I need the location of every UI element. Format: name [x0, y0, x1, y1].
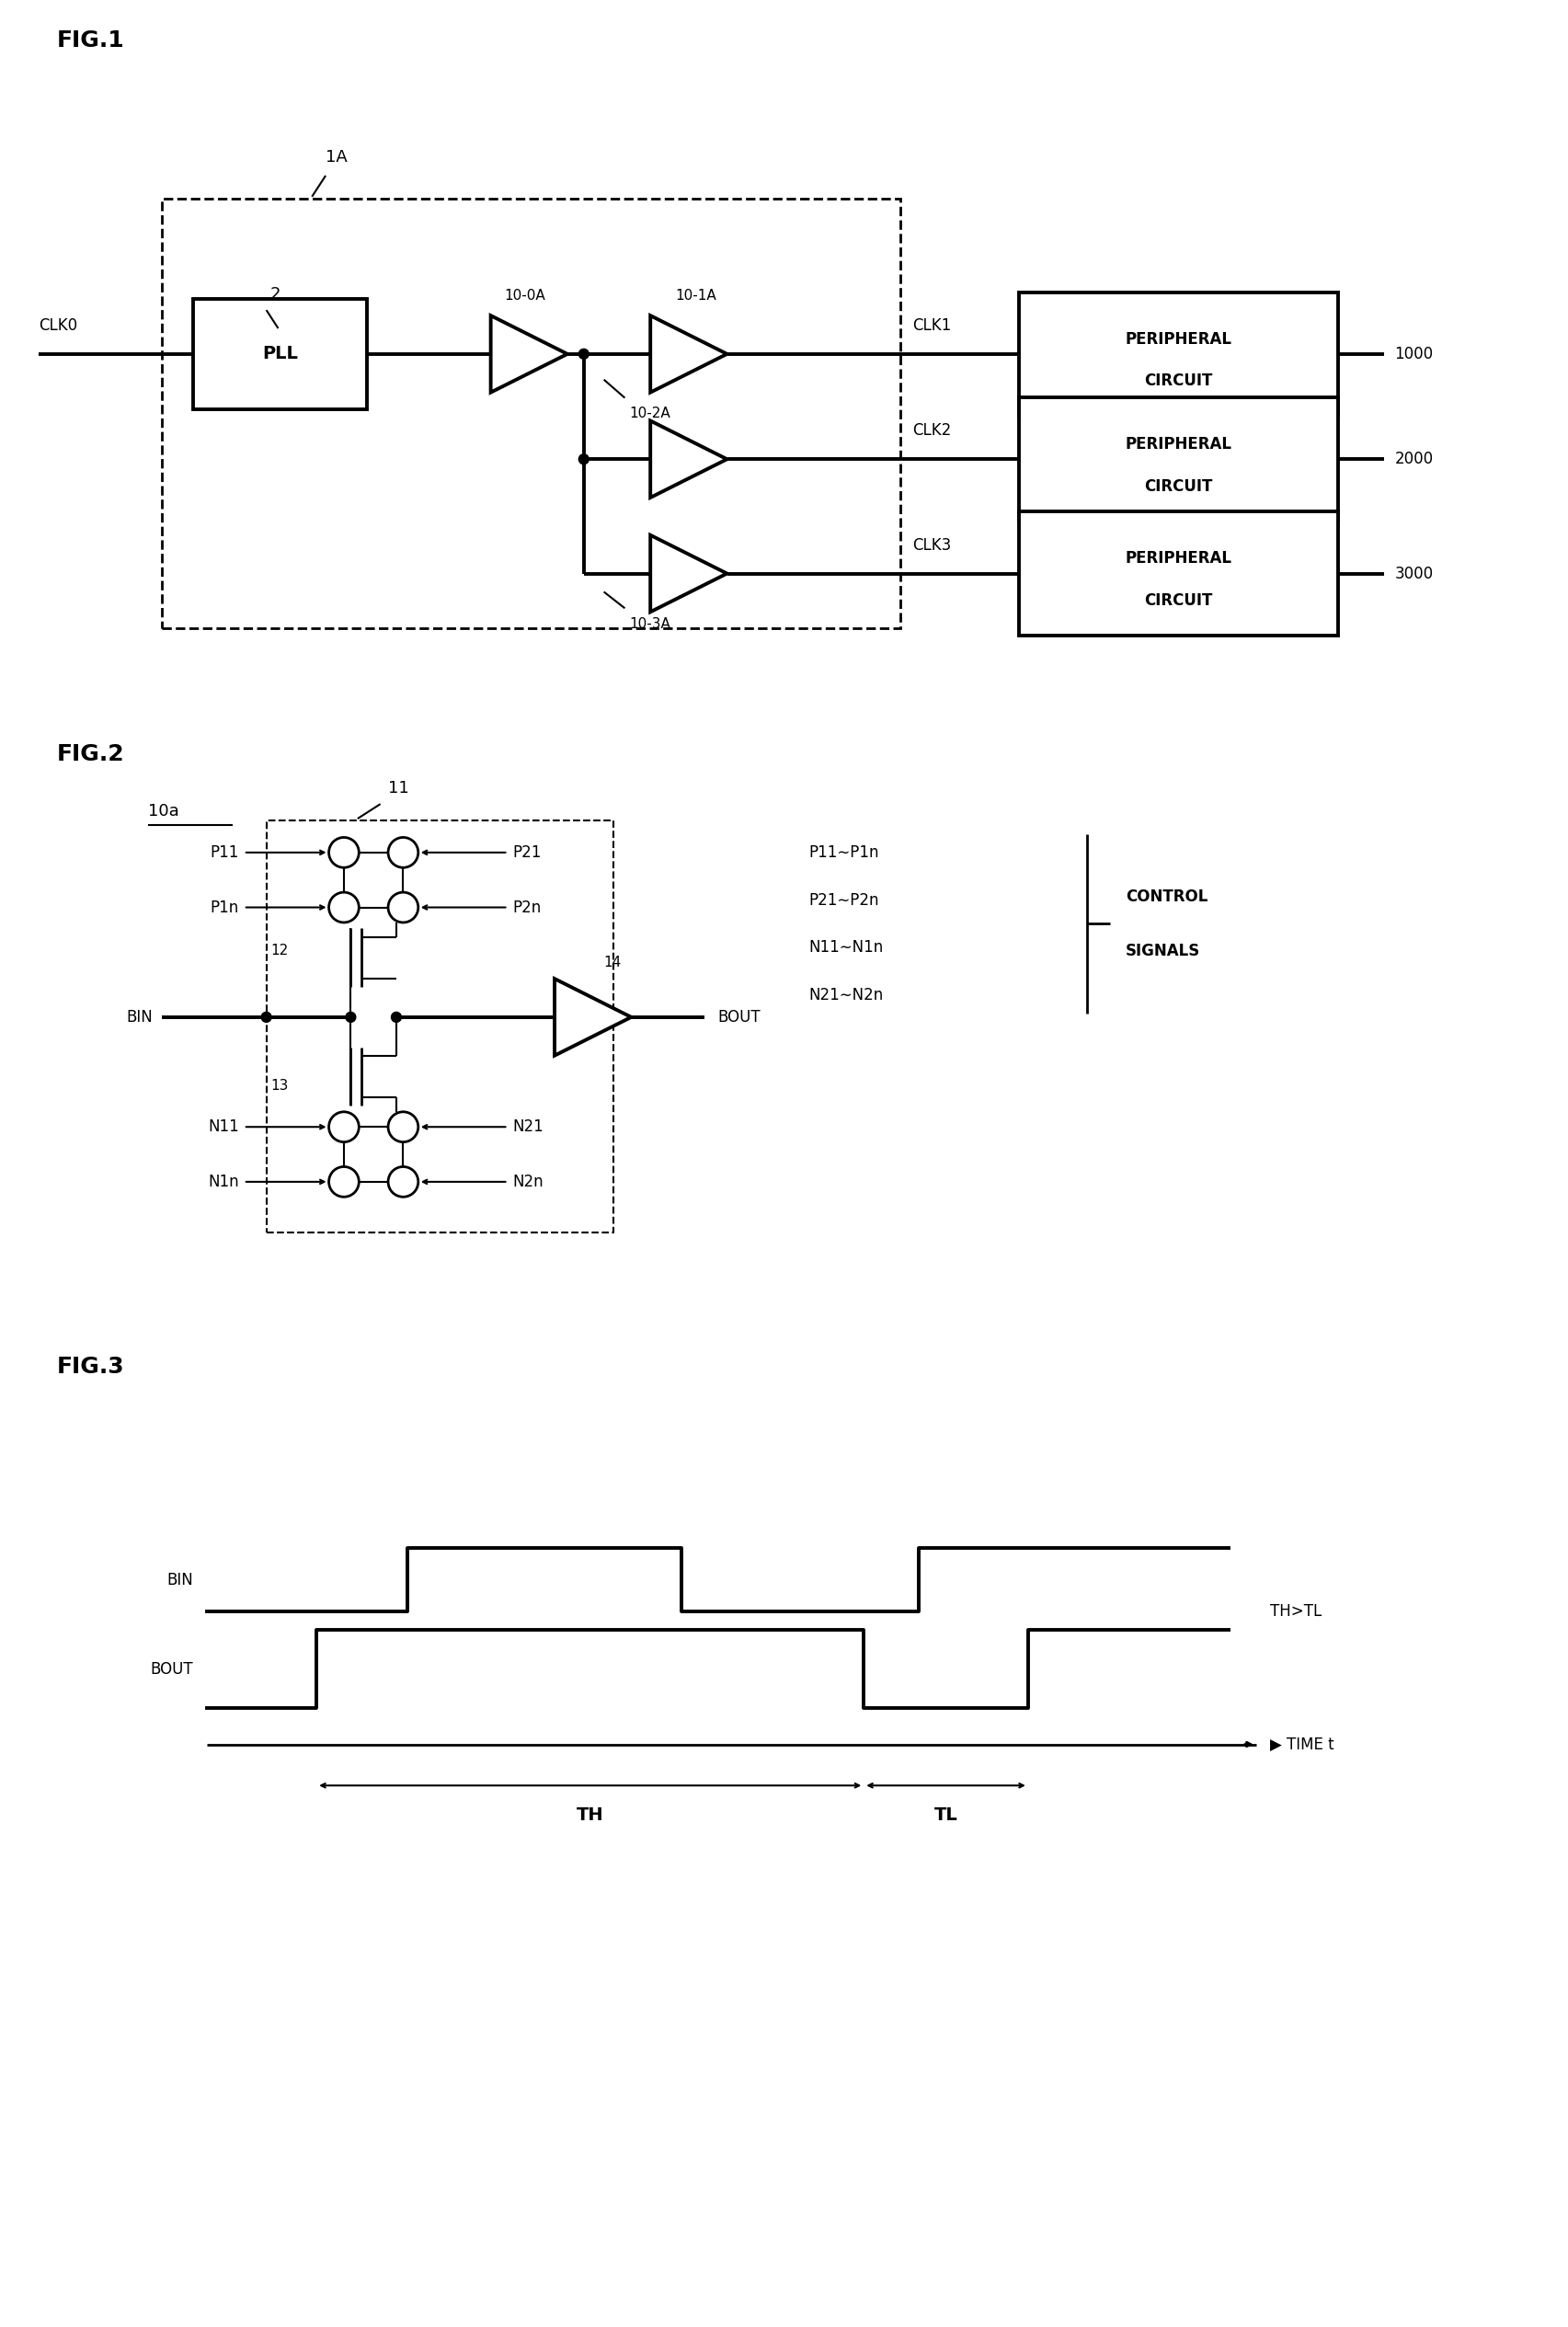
Bar — [1019, 512, 1338, 635]
Text: 10-0A: 10-0A — [505, 289, 546, 303]
Text: PERIPHERAL: PERIPHERAL — [1126, 435, 1232, 454]
Text: CLK0: CLK0 — [38, 316, 77, 333]
Text: TL: TL — [935, 1806, 958, 1824]
Text: ▶ TIME t: ▶ TIME t — [1270, 1736, 1334, 1752]
Text: CONTROL: CONTROL — [1126, 889, 1207, 905]
Text: BOUT: BOUT — [718, 1010, 760, 1026]
Text: TH>TL: TH>TL — [1270, 1603, 1322, 1620]
Text: CIRCUIT: CIRCUIT — [1145, 372, 1212, 389]
Bar — [193, 300, 367, 410]
Text: TH: TH — [577, 1806, 604, 1824]
Text: N1n: N1n — [209, 1173, 238, 1189]
Text: PERIPHERAL: PERIPHERAL — [1126, 330, 1232, 347]
Text: SIGNALS: SIGNALS — [1126, 942, 1201, 959]
Text: BIN: BIN — [125, 1010, 152, 1026]
Text: 1A: 1A — [326, 149, 348, 165]
Text: 10-3A: 10-3A — [629, 617, 671, 631]
Text: N11∼N1n: N11∼N1n — [809, 940, 884, 956]
Text: N2n: N2n — [513, 1173, 544, 1189]
Text: FIG.3: FIG.3 — [56, 1357, 124, 1378]
Polygon shape — [555, 980, 632, 1056]
Text: 11: 11 — [389, 780, 409, 796]
Polygon shape — [651, 316, 728, 393]
Bar — [162, 198, 900, 628]
Polygon shape — [651, 535, 728, 612]
Text: CLK1: CLK1 — [913, 316, 952, 333]
Text: PLL: PLL — [262, 344, 298, 363]
Bar — [1019, 398, 1338, 521]
Text: BOUT: BOUT — [151, 1661, 193, 1678]
Text: P21∼P2n: P21∼P2n — [809, 891, 880, 908]
Text: FIG.1: FIG.1 — [56, 30, 124, 51]
Text: 10a: 10a — [147, 803, 179, 819]
Bar — [267, 821, 613, 1231]
Polygon shape — [491, 316, 568, 393]
Text: CLK3: CLK3 — [913, 538, 952, 554]
Text: P11: P11 — [210, 845, 238, 861]
Circle shape — [392, 1012, 401, 1022]
Text: 2000: 2000 — [1394, 451, 1433, 468]
Text: P11∼P1n: P11∼P1n — [809, 845, 880, 861]
Text: CLK2: CLK2 — [913, 424, 952, 440]
Circle shape — [579, 349, 590, 358]
Circle shape — [579, 454, 590, 463]
Text: BIN: BIN — [166, 1571, 193, 1587]
Bar — [1019, 293, 1338, 417]
Text: 12: 12 — [271, 942, 289, 956]
Text: 10-2A: 10-2A — [629, 407, 671, 421]
Text: 3000: 3000 — [1394, 565, 1433, 582]
Text: 10-1A: 10-1A — [676, 289, 717, 303]
Text: 13: 13 — [271, 1080, 289, 1094]
Text: CIRCUIT: CIRCUIT — [1145, 593, 1212, 610]
Text: FIG.2: FIG.2 — [56, 742, 124, 766]
Text: PERIPHERAL: PERIPHERAL — [1126, 551, 1232, 568]
Text: 2: 2 — [270, 286, 281, 303]
Text: N21: N21 — [513, 1119, 544, 1136]
Text: CIRCUIT: CIRCUIT — [1145, 477, 1212, 496]
Text: P1n: P1n — [210, 898, 238, 915]
Text: 14: 14 — [604, 956, 621, 968]
Circle shape — [262, 1012, 271, 1022]
Circle shape — [345, 1012, 356, 1022]
Text: N11: N11 — [209, 1119, 238, 1136]
Text: P2n: P2n — [513, 898, 541, 915]
Text: N21∼N2n: N21∼N2n — [809, 987, 884, 1003]
Text: P21: P21 — [513, 845, 541, 861]
Text: 1000: 1000 — [1394, 347, 1433, 363]
Polygon shape — [651, 421, 728, 498]
